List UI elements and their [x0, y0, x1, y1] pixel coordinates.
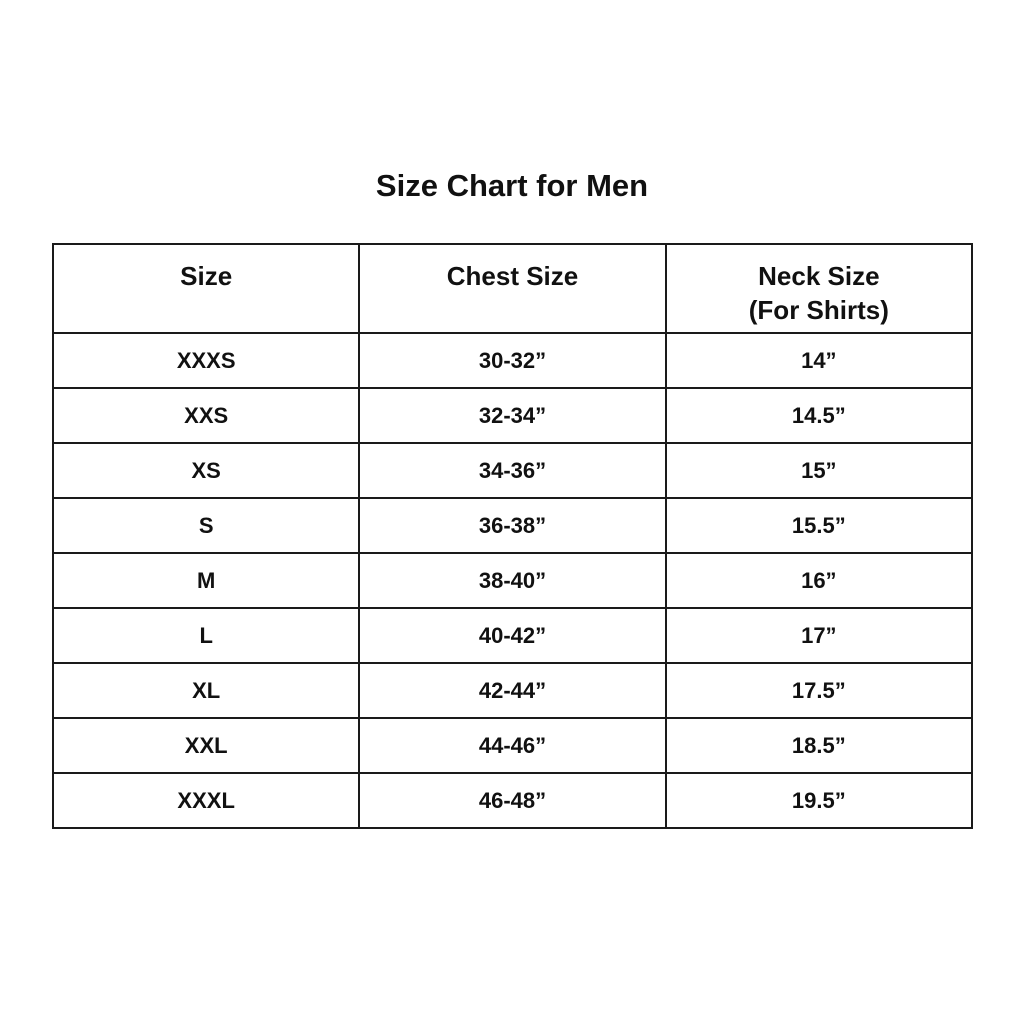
table-row: L 40-42” 17”	[51, 607, 974, 664]
table-row: XL 42-44” 17.5”	[51, 662, 974, 719]
neck-size-cell: 15”	[664, 442, 974, 499]
header-size: Size	[51, 243, 361, 334]
table-row: XXS 32-34” 14.5”	[51, 387, 974, 444]
size-cell: XXXS	[51, 332, 361, 389]
size-cell: L	[51, 607, 361, 664]
chest-size-cell: 38-40”	[358, 552, 667, 609]
chest-size-cell: 44-46”	[358, 717, 667, 774]
neck-size-cell: 18.5”	[664, 717, 974, 774]
chest-size-cell: 36-38”	[358, 497, 667, 554]
neck-size-cell: 14.5”	[664, 387, 974, 444]
chest-size-cell: 42-44”	[358, 662, 667, 719]
size-cell: XL	[51, 662, 361, 719]
table-row: M 38-40” 16”	[51, 552, 974, 609]
chest-size-cell: 30-32”	[358, 332, 667, 389]
chest-size-cell: 46-48”	[358, 772, 667, 829]
header-row: Size Chest Size Neck Size (For Shirts)	[51, 243, 974, 334]
size-chart-table: Size Chest Size Neck Size (For Shirts) XX…	[51, 243, 974, 829]
chest-size-cell: 32-34”	[358, 387, 667, 444]
header-neck-size: Neck Size (For Shirts)	[664, 243, 974, 334]
neck-size-cell: 16”	[664, 552, 974, 609]
table-row: XXXS 30-32” 14”	[51, 332, 974, 389]
chest-size-cell: 34-36”	[358, 442, 667, 499]
chest-size-cell: 40-42”	[358, 607, 667, 664]
neck-size-cell: 19.5”	[664, 772, 974, 829]
table-body: XXXS 30-32” 14” XXS 32-34” 14.5” XS 34-36” 15” S 3…	[51, 332, 974, 829]
header-neck-size-note: (For Shirts)	[748, 295, 889, 325]
page-title: Size Chart for Men	[375, 168, 649, 203]
table-row: XS 34-36” 15”	[51, 442, 974, 499]
neck-size-cell: 17.5”	[664, 662, 974, 719]
size-cell: M	[51, 552, 361, 609]
size-cell: XXL	[51, 717, 361, 774]
header-neck-size-label: Neck Size	[758, 261, 880, 291]
size-cell: XXS	[51, 387, 361, 444]
neck-size-cell: 14”	[664, 332, 974, 389]
size-cell: XS	[51, 442, 361, 499]
table-row: XXXL 46-48” 19.5”	[51, 772, 974, 829]
header-chest-size: Chest Size	[358, 243, 667, 334]
table-row: S 36-38” 15.5”	[51, 497, 974, 554]
size-cell: S	[51, 497, 361, 554]
size-cell: XXXL	[51, 772, 361, 829]
neck-size-cell: 17”	[664, 607, 974, 664]
neck-size-cell: 15.5”	[664, 497, 974, 554]
table-row: XXL 44-46” 18.5”	[51, 717, 974, 774]
